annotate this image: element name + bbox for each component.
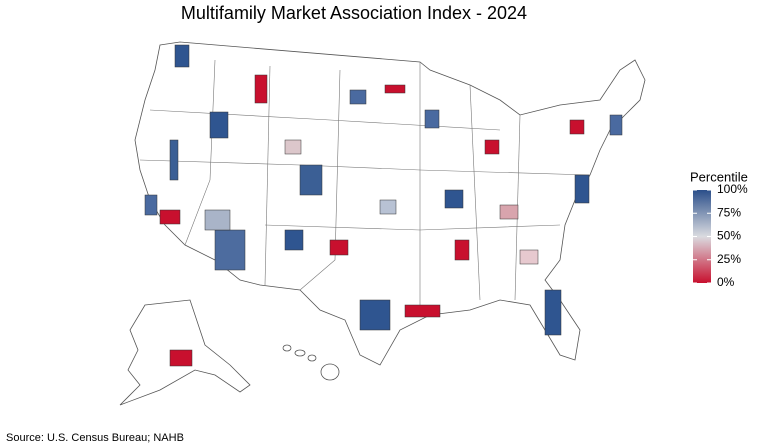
legend-tick-label: 0% <box>717 275 735 289</box>
legend-title: Percentile <box>690 169 748 184</box>
hawaii-outline <box>282 344 340 381</box>
legend-tick-label: 50% <box>717 229 741 243</box>
title: Multifamily Market Association Index - 2… <box>181 3 527 23</box>
legend-ticks: 0% 25% 50% 75% 100% <box>693 182 748 289</box>
legend-tick-label: 25% <box>717 252 741 266</box>
legend-tick-label: 100% <box>717 182 748 196</box>
metro-areas <box>144 44 623 367</box>
legend-tick-label: 75% <box>717 205 741 219</box>
source: Source: U.S. Census Bureau; NAHB <box>6 432 184 444</box>
color-bar <box>693 190 711 283</box>
